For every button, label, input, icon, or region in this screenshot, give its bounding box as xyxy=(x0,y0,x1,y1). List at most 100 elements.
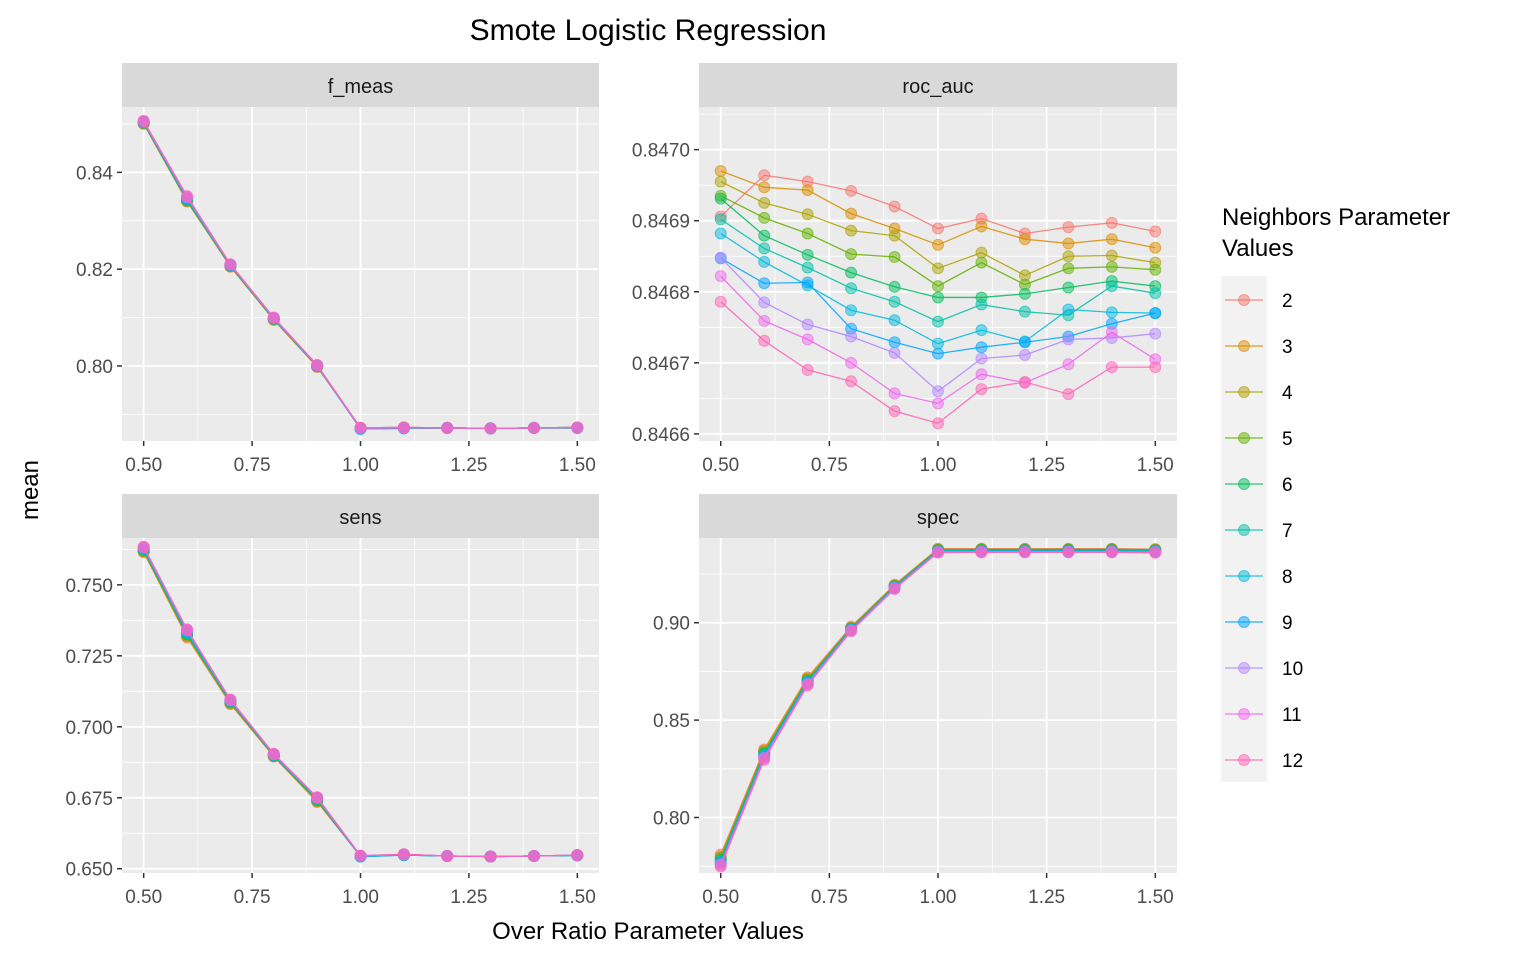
data-point xyxy=(975,368,988,381)
data-point xyxy=(224,258,237,271)
data-point xyxy=(1105,216,1118,229)
data-point xyxy=(1062,250,1075,263)
data-point xyxy=(845,248,858,261)
x-tick-label: 1.25 xyxy=(1028,887,1065,908)
data-point xyxy=(801,208,814,221)
legend-label: 4 xyxy=(1282,383,1293,404)
data-point xyxy=(1062,358,1075,371)
y-tick-label: 0.8466 xyxy=(632,425,690,446)
series-12 xyxy=(714,546,1162,873)
data-point xyxy=(441,421,454,434)
x-tick-label: 0.75 xyxy=(234,887,271,908)
data-point xyxy=(888,336,901,349)
legend-key-point xyxy=(1238,386,1250,398)
y-tick-label: 0.80 xyxy=(653,808,690,829)
data-point xyxy=(1062,221,1075,234)
data-point xyxy=(181,190,194,203)
x-tick-label: 0.50 xyxy=(125,887,162,908)
data-point xyxy=(1105,249,1118,262)
data-point xyxy=(932,238,944,251)
data-point xyxy=(932,280,944,293)
data-point xyxy=(758,229,771,242)
facet-strip xyxy=(699,63,1177,107)
data-point xyxy=(801,261,814,274)
data-point xyxy=(801,333,814,346)
y-tick-label: 0.8470 xyxy=(632,141,690,162)
data-point xyxy=(311,359,324,372)
legend-key-point xyxy=(1238,294,1250,306)
data-point xyxy=(441,849,454,862)
data-point xyxy=(1149,263,1162,276)
x-tick-label: 0.75 xyxy=(234,455,271,476)
data-point xyxy=(888,314,901,327)
data-point xyxy=(758,314,771,327)
data-point xyxy=(1062,237,1075,250)
series-5 xyxy=(714,189,1162,293)
x-tick-label: 0.50 xyxy=(125,455,162,476)
legend-entry: 3 xyxy=(1225,337,1293,358)
data-point xyxy=(758,296,771,309)
data-point xyxy=(758,753,771,766)
x-tick-label: 1.50 xyxy=(559,455,596,476)
data-point xyxy=(932,315,944,328)
series-10 xyxy=(714,251,1162,398)
data-point xyxy=(758,169,771,182)
data-point xyxy=(845,266,858,279)
data-point xyxy=(1062,388,1075,401)
data-point xyxy=(714,227,727,240)
data-point xyxy=(932,222,944,235)
data-point xyxy=(1105,306,1118,319)
data-point xyxy=(932,417,944,430)
x-tick-label: 1.25 xyxy=(450,887,487,908)
data-point xyxy=(758,196,771,209)
data-point xyxy=(1018,349,1031,362)
data-point xyxy=(975,352,988,365)
series-7 xyxy=(714,213,1162,328)
legend-key-point xyxy=(1238,432,1250,444)
data-point xyxy=(845,625,858,638)
data-point xyxy=(975,246,988,259)
legend-key-point xyxy=(1238,616,1250,628)
legend-entry: 2 xyxy=(1225,291,1293,312)
x-tick-label: 1.50 xyxy=(1137,455,1174,476)
y-axis-title: mean xyxy=(17,460,44,520)
data-point xyxy=(1105,280,1118,293)
data-point xyxy=(975,341,988,354)
panel-sens: sens 0.650 0.675 0.700 0.725 0.750 0.50 0.75 1.0… xyxy=(65,494,599,908)
data-point xyxy=(1062,546,1075,559)
data-point xyxy=(888,295,901,308)
chart-title: Smote Logistic Regression xyxy=(470,14,827,47)
x-tick-label: 1.50 xyxy=(559,887,596,908)
y-tick-label: 0.85 xyxy=(653,711,690,732)
data-point xyxy=(845,207,858,220)
panel-f-meas: f_meas 0.80 0.82 0.84 0.50 0.75 1.00 1.25 1.50 xyxy=(76,63,599,476)
y-tick-label: 0.84 xyxy=(76,163,113,184)
data-point xyxy=(801,276,814,289)
data-point xyxy=(758,181,771,194)
legend-label: 5 xyxy=(1282,429,1293,450)
data-point xyxy=(1018,233,1031,246)
data-point xyxy=(845,304,858,317)
legend-label: 3 xyxy=(1282,337,1293,358)
data-point xyxy=(975,546,988,559)
facet-strip-label: sens xyxy=(339,507,381,529)
data-point xyxy=(137,540,150,553)
data-point xyxy=(1149,307,1162,320)
data-point xyxy=(932,291,944,304)
data-point xyxy=(845,356,858,369)
y-tick-label: 0.675 xyxy=(65,789,113,810)
x-tick-label: 0.50 xyxy=(702,887,739,908)
legend-entry: 5 xyxy=(1225,429,1293,450)
x-tick-label: 1.00 xyxy=(342,887,379,908)
data-point xyxy=(571,849,584,862)
legend: Neighbors Parameter Values 2 3 4 5 6 7 8 9 10 11 12 xyxy=(1221,204,1450,782)
legend-label: 2 xyxy=(1282,291,1293,312)
data-point xyxy=(932,262,944,275)
data-point xyxy=(354,421,367,434)
data-point xyxy=(975,324,988,337)
data-point xyxy=(888,405,901,418)
y-tick-label: 0.725 xyxy=(65,647,113,668)
data-point xyxy=(1018,287,1031,300)
y-tick-label: 0.82 xyxy=(76,260,113,281)
x-tick-label: 1.25 xyxy=(450,455,487,476)
